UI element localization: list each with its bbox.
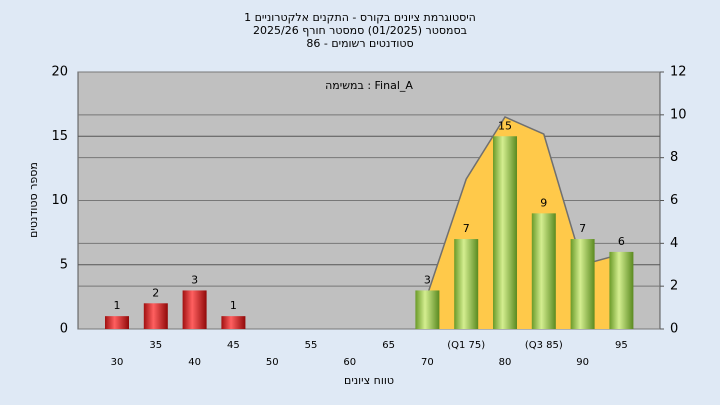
bar: [570, 239, 595, 329]
y2-tick-label: 10: [670, 107, 687, 122]
y-tick-label: 10: [51, 193, 68, 208]
data-label: 7: [463, 222, 470, 235]
y2-tick-label: 8: [670, 150, 678, 165]
x-tick-label: 35: [149, 340, 162, 351]
y-tick-label: 0: [60, 322, 68, 337]
data-label: 1: [230, 299, 237, 312]
x-tick-label: 40: [188, 357, 201, 368]
data-label: 1: [114, 299, 121, 312]
y-tick-label: 20: [51, 65, 68, 80]
bar: [531, 213, 556, 329]
x-tick-label: 50: [266, 357, 279, 368]
bar: [105, 316, 129, 329]
x-tick-label: 80: [499, 357, 512, 368]
x-tick-label: (Q1 75): [447, 340, 485, 351]
y-tick-label: 5: [60, 257, 68, 272]
data-label: 15: [498, 119, 512, 132]
bar: [221, 316, 246, 329]
x-tick-label: 90: [576, 357, 589, 368]
x-tick-label: 70: [421, 357, 434, 368]
x-tick-label: (Q3 85): [525, 340, 563, 351]
chart-title: היסטוגרמת ציונים בקורס - התקנים אלקטרוני…: [244, 11, 476, 24]
bar: [143, 303, 168, 329]
bar: [415, 290, 440, 329]
x-tick-label: 65: [382, 340, 395, 351]
bar: [609, 251, 634, 329]
y2-tick-label: 2: [670, 279, 678, 294]
subtitle: בסמסטר (01/2025) סמסטר חורף 2025/26: [253, 24, 467, 37]
data-label: 6: [618, 235, 625, 248]
y2-tick-label: 0: [670, 322, 678, 337]
data-label: 3: [191, 273, 198, 286]
x-tick-label: 55: [305, 340, 318, 351]
annotation: במשימה : Final_A: [325, 79, 413, 92]
y2-tick-label: 12: [670, 65, 687, 80]
x-tick-label: 45: [227, 340, 240, 351]
bar: [493, 136, 517, 329]
data-label: 9: [540, 196, 547, 209]
x-tick-label: 30: [111, 357, 124, 368]
y2-tick-label: 4: [670, 236, 678, 251]
data-label: 3: [424, 273, 431, 286]
y-tick-label: 15: [51, 129, 68, 144]
data-label: 2: [152, 286, 159, 299]
bar: [182, 290, 207, 329]
x-tick-label: 60: [343, 357, 356, 368]
x-axis-title: טווח ציונים: [344, 374, 394, 387]
subtitle: סטודנטים רשומים - 86: [306, 37, 413, 50]
data-label: 7: [579, 222, 586, 235]
y-axis-title: מספר סטודנטים: [27, 162, 40, 238]
y2-tick-label: 6: [670, 193, 678, 208]
x-tick-label: 95: [615, 340, 628, 351]
bar: [454, 239, 479, 329]
